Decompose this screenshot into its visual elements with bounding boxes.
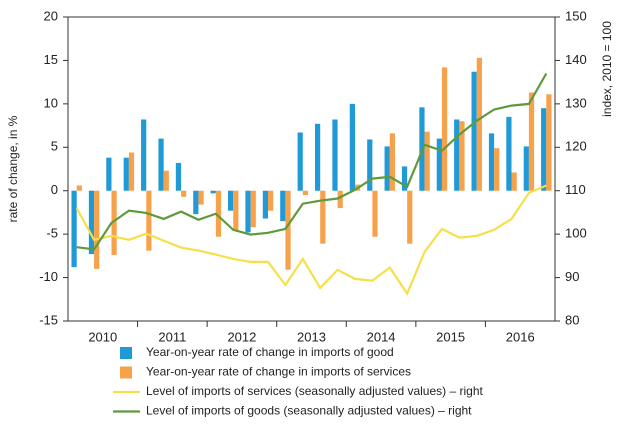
bar [528, 92, 535, 191]
x-tick-label: 2011 [158, 329, 186, 344]
bar [76, 185, 82, 191]
bar [367, 139, 373, 191]
bar [158, 138, 164, 191]
bar [297, 132, 303, 191]
bar [250, 190, 256, 228]
legend-label: Year-on-year rate of change in imports o… [146, 345, 394, 359]
bar [332, 119, 338, 191]
bar [146, 190, 152, 251]
bar [476, 57, 482, 191]
legend-swatch [120, 366, 132, 379]
x-tick-label: 2013 [297, 329, 326, 344]
bar [454, 119, 460, 191]
y2-tick-label: 110 [565, 182, 586, 197]
bar [471, 71, 477, 191]
bar [128, 152, 135, 191]
bar [337, 190, 343, 209]
y-axis-label: rate of change, in % [6, 115, 20, 222]
bar [181, 190, 187, 197]
bar [407, 190, 413, 244]
bar [198, 190, 204, 205]
bar [401, 166, 408, 191]
bar [546, 94, 552, 191]
y-tick-label: 10 [44, 95, 58, 110]
line-series [76, 72, 548, 251]
bar [210, 190, 216, 194]
y2-axis-label: index, 2010 = 100 [600, 21, 614, 117]
x-tick-label: 2015 [436, 329, 465, 344]
bar [488, 133, 495, 191]
y-tick-label: 5 [51, 139, 58, 154]
bar [511, 172, 517, 191]
bar [215, 190, 222, 237]
bar [193, 190, 199, 215]
bar [389, 133, 395, 191]
legend-label: Level of imports of services (seasonally… [146, 384, 483, 398]
bar [523, 146, 529, 191]
bar [349, 103, 355, 191]
bar [441, 67, 448, 191]
y2-tick-label: 140 [565, 52, 587, 67]
bar [111, 190, 117, 255]
y2-tick-label: 120 [565, 139, 587, 154]
legend-label: Year-on-year rate of change in imports o… [146, 365, 411, 379]
x-tick-label: 2016 [506, 329, 535, 344]
bar [228, 190, 234, 211]
x-tick-label: 2014 [367, 329, 396, 344]
bar [285, 190, 291, 270]
bar [320, 190, 326, 244]
bar [141, 119, 147, 191]
bar [494, 148, 500, 191]
y2-tick-label: 150 [565, 8, 587, 23]
y2-tick-label: 90 [565, 269, 579, 284]
y-tick-label: -5 [46, 226, 58, 241]
bar [436, 138, 442, 191]
bar [302, 190, 309, 196]
bar [123, 157, 129, 191]
bar [88, 190, 95, 255]
x-tick-label: 2010 [88, 329, 117, 344]
bar [245, 190, 251, 233]
bar [314, 123, 321, 191]
y2-tick-label: 80 [565, 312, 579, 327]
bar [372, 190, 378, 237]
bar [268, 190, 274, 211]
bar [71, 190, 77, 268]
legend-label: Level of imports of goods (seasonally ad… [146, 404, 472, 418]
bar [459, 121, 465, 191]
y2-tick-label: 100 [565, 226, 587, 241]
y-tick-label: 20 [44, 8, 58, 23]
bar [384, 146, 390, 191]
y-tick-label: 15 [44, 52, 58, 67]
bar [541, 108, 547, 191]
bar [280, 190, 286, 222]
bar [262, 190, 269, 219]
y-tick-label: 0 [51, 182, 58, 197]
y-tick-label: -15 [39, 312, 58, 327]
bar [94, 190, 100, 269]
plot-frame [67, 16, 556, 322]
line-series [75, 184, 547, 296]
bar [163, 170, 169, 191]
bar [233, 190, 239, 230]
y-tick-label: -10 [39, 269, 58, 284]
bar [106, 157, 112, 191]
legend-swatch [120, 347, 132, 359]
bar [424, 131, 430, 191]
x-tick-label: 2012 [227, 329, 256, 344]
y2-tick-label: 130 [565, 95, 587, 110]
bar [506, 116, 512, 191]
bar [175, 162, 182, 191]
